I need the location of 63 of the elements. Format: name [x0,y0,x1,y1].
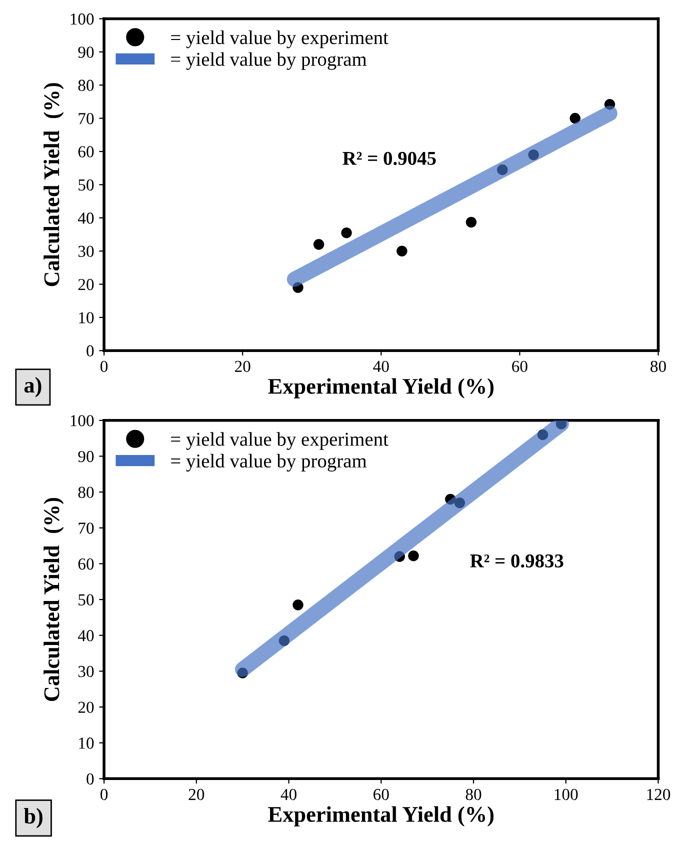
y-tick-label: 90 [78,46,94,58]
y-axis-title: Calculated Yield (%) [44,498,64,701]
point [570,112,580,124]
y-tick-label: 0 [86,773,94,785]
y-tick-label: 60 [78,558,94,570]
y-tick-label: 30 [78,246,94,257]
x-axis-title: Experimental Yield (%) [268,806,494,826]
y-tick-label: 80 [78,486,94,498]
y-tick-label: 80 [78,80,94,92]
point [396,246,408,256]
annotation: R² = 0.9833 [470,554,564,568]
point [292,282,304,293]
y-tick-label: 10 [79,738,94,749]
legend-label: = yield value by program [171,52,367,70]
point [237,668,248,678]
y-tick-label: 10 [79,312,94,324]
point [466,216,477,228]
point [341,227,352,238]
point [537,429,548,440]
y-tick-label: 50 [78,179,94,191]
point [408,550,419,562]
point [313,239,324,250]
point [604,98,616,110]
point [497,164,508,176]
x-tick-label: 0 [100,360,108,372]
y-tick-label: 40 [78,630,94,642]
x-tick-label: 120 [647,788,670,800]
legend-label: = yield value by program [171,454,367,472]
y-tick-label: 50 [78,594,94,606]
x-tick-label: 40 [373,360,389,372]
point [454,497,466,508]
point [528,149,539,160]
point [445,494,456,505]
y-tick-label: 70 [78,522,94,534]
point [278,635,290,646]
point [394,551,405,562]
y-tick-label: 60 [78,146,94,158]
annotation: R² = 0.9045 [342,152,436,166]
legend-label: = yield value by experiment [171,432,388,450]
x-tick-label: 100 [554,788,578,800]
text: b) [24,808,42,828]
x-tick-label: 60 [512,360,528,372]
x-tick-label: 80 [466,788,482,800]
y-tick-label: 20 [78,702,94,713]
x-axis-title: Experimental Yield (%) [268,378,494,398]
x-tick-label: 80 [650,360,666,372]
y-tick-label: 100 [70,415,94,426]
y-tick-label: 20 [78,278,94,290]
y-tick-label: 0 [86,345,94,357]
x-tick-label: 20 [234,360,250,372]
y-axis-title: Calculated Yield (%) [44,83,64,286]
y-tick-label: 40 [78,212,94,224]
y-tick-label: 100 [70,13,94,25]
point [292,600,304,610]
text: a) [24,377,42,398]
x-tick-label: 20 [188,788,204,800]
x-tick-label: 40 [280,788,296,800]
y-tick-label: 70 [78,112,94,124]
legend-label: = yield value by experiment [171,30,388,48]
y-tick-label: 30 [78,666,94,678]
y-tick-label: 90 [78,450,94,462]
x-tick-label: 60 [374,788,389,800]
x-tick-label: 0 [100,788,108,800]
